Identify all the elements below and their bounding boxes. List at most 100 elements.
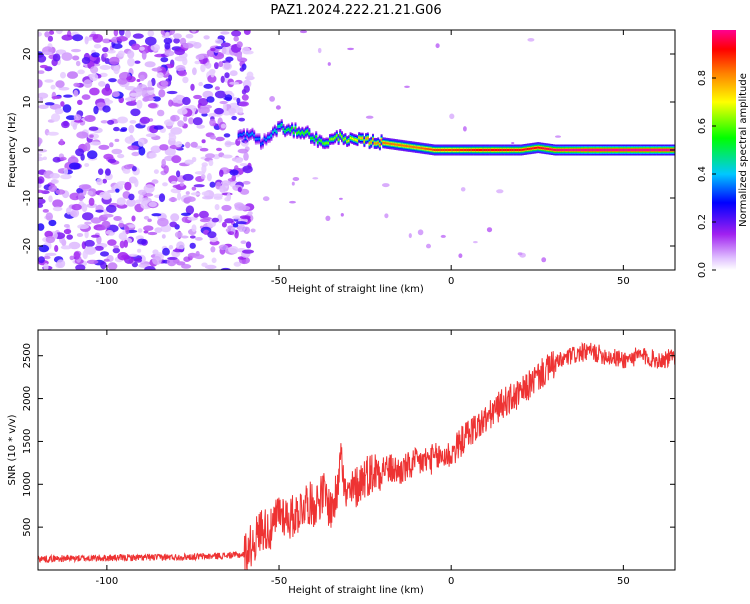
spectrogram-ridge-cell [311, 137, 314, 140]
spectrogram-ridge-cell [306, 130, 309, 132]
spectrogram-ridge-cell [632, 149, 634, 151]
spectrogram-noise-blob [58, 86, 70, 91]
spectrogram-noise-blob [220, 75, 225, 83]
spectrogram-noise-blob [200, 64, 206, 73]
spectrogram-ridge-cell [325, 142, 328, 144]
spectrogram-noise-blob [55, 80, 65, 88]
spectrogram-noise-blob [180, 212, 192, 216]
spectrogram-noise-blob [201, 139, 206, 144]
spectrogram-noise-blob [99, 65, 111, 70]
spectrogram-noise-blob [84, 163, 90, 167]
spectrogram-ridge-cell [626, 149, 629, 151]
spectrogram-ridge-cell [275, 130, 278, 133]
spectrogram-noise-blob [246, 71, 254, 79]
spectrogram-ridge-cell [516, 149, 519, 151]
spectrogram-ridge-cell [301, 131, 304, 134]
spectrogram-noise-blob [160, 80, 169, 87]
spectrogram-noise-blob [169, 221, 178, 228]
spectrogram-noise-blob [147, 103, 158, 109]
spectrogram-ridge-cell [599, 149, 602, 151]
spectrogram-noise-blob [188, 117, 194, 125]
spectrogram-ridge-cell [399, 144, 402, 147]
spectrogram-noise-blob [117, 252, 129, 261]
spectrogram-ridge-cell [551, 148, 553, 151]
spectrogram-noise-blob [104, 98, 110, 103]
colorbar-tick-label: 0.8 [697, 70, 708, 86]
spectrogram-ridge-cell [329, 138, 331, 141]
spectrogram-noise-blob [193, 184, 205, 188]
spectrogram-noise-blob [38, 189, 45, 193]
spectrogram-ridge-cell [587, 149, 590, 151]
spectrogram-noise-blob [191, 186, 197, 191]
spectrogram-ridge-layer [237, 119, 675, 156]
spectrogram-noise-blob [214, 204, 220, 211]
spectrogram-ridge-cell [582, 149, 584, 151]
spectrogram-noise-blob [224, 218, 234, 224]
spectrogram-noise-blob [162, 182, 168, 187]
spectrogram-ridge-cell [614, 149, 617, 151]
spectrogram-ridge-cell [592, 149, 595, 151]
spectrogram-ridge-cell [619, 149, 622, 151]
spectrogram-noise-blob [138, 146, 146, 156]
spectrogram-noise-blob [166, 90, 178, 95]
spectrogram-noise-blob [99, 72, 108, 78]
spectrogram-noise-blob [417, 229, 424, 236]
spectrogram-noise-blob [113, 30, 119, 37]
spectrogram-ridge-cell [284, 130, 287, 133]
spectrogram-ridge-cell [339, 133, 342, 136]
spectrogram-ridge-cell [298, 131, 300, 134]
spectrogram-noise-blob [182, 57, 188, 66]
spectrogram-ridge-cell [403, 144, 405, 147]
spectrogram-ridge-cell [323, 142, 326, 145]
spectrogram-noise-blob [84, 115, 96, 122]
spectrogram-ridge-cell [434, 149, 436, 151]
spectrogram-noise-blob [220, 267, 231, 270]
spectrogram-noise-blob [107, 119, 115, 125]
spectrogram-noise-blob [152, 249, 159, 255]
spectrogram-noise-blob [73, 89, 79, 97]
spectrogram-noise-blob [167, 256, 178, 260]
spectrogram-noise-blob [241, 89, 247, 95]
spectrogram-noise-blob [152, 96, 161, 102]
spectrogram-ridge-cell [668, 149, 671, 151]
spectrogram-ridge-cell [650, 149, 653, 151]
spectrogram-noise-blob [235, 157, 243, 164]
spectrogram-ridge-cell [267, 136, 269, 139]
spectrogram-noise-blob [213, 193, 223, 199]
spectrogram-y-ticks: -20 -10 0 10 20 [22, 48, 675, 254]
snr-y-ticks: 500 1000 1500 2000 2500 [22, 343, 675, 537]
spectrogram-noise-blob [127, 50, 135, 59]
spectrogram-ridge-cell [368, 142, 371, 145]
spectrogram-noise-blob [222, 154, 233, 159]
spectrogram-noise-blob [107, 158, 117, 164]
spectrogram-noise-blob [72, 55, 80, 61]
spectrogram-ridge-cell [540, 147, 543, 150]
spectrogram-ridge-cell [389, 142, 392, 145]
spectrogram-ridge-cell [597, 149, 600, 151]
spectrogram-noise-blob [93, 105, 99, 115]
spectrogram-ridge-cell [640, 149, 643, 151]
spectrogram-ridge-cell [322, 142, 325, 145]
spectrogram-noise-blob [180, 235, 189, 239]
spectrogram-ridge-cell [397, 144, 400, 146]
spectrogram-noise-blob [137, 228, 143, 233]
spectrogram-noise-blob [185, 205, 195, 215]
spectrogram-noise-blob [203, 83, 213, 89]
spectrogram-noise-blob [126, 198, 136, 207]
spectrogram-noise-blob [129, 92, 138, 97]
spectrogram-ridge-cell [575, 149, 578, 151]
spectrogram-noise-blob [408, 233, 412, 239]
spectrogram-noise-blob [131, 151, 140, 157]
spectrogram-noise-blob [206, 96, 215, 103]
spectrogram-noise-blob [38, 203, 44, 208]
spectrogram-noise-blob [61, 121, 70, 129]
spectrogram-noise-blob [104, 168, 111, 176]
spectrogram-ridge-cell [657, 149, 660, 151]
spectrogram-ridge-cell [425, 147, 428, 150]
spectrogram-noise-blob [224, 197, 231, 202]
spectrogram-ridge-cell [237, 134, 240, 137]
spectrogram-ridge-cell [613, 149, 615, 151]
spectrogram-ridge-cell [304, 131, 307, 134]
spectrogram-noise-blob [200, 174, 206, 180]
